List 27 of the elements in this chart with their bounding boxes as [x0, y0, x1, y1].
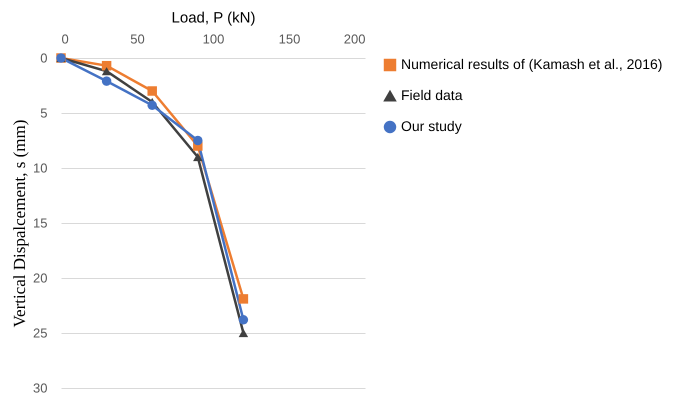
point: [238, 315, 248, 325]
point: [238, 328, 248, 338]
point: [147, 86, 157, 96]
y-tick-label: 0: [40, 50, 48, 66]
x-tick-label: 150: [278, 32, 300, 46]
y-tick-label: 20: [33, 270, 48, 286]
x-tick-label: 0: [62, 32, 69, 46]
y-tick-label: 5: [40, 106, 48, 120]
y-axis-title: Vertical Dispalcement, s (mm): [10, 120, 30, 328]
y-tick-label: 10: [33, 160, 48, 176]
y-tick-label: 30: [33, 380, 48, 396]
x-axis-title: Load, P (kN): [172, 10, 256, 26]
point: [147, 100, 157, 110]
legend-label: Field data: [401, 87, 463, 103]
point: [102, 67, 112, 76]
legend-label: Our study: [401, 118, 462, 134]
point: [102, 76, 112, 86]
point: [238, 294, 248, 304]
y-tick-label: 15: [33, 216, 48, 230]
point: [193, 152, 203, 162]
y-tick-label: 25: [33, 326, 48, 340]
x-tick-label: 100: [202, 32, 224, 46]
point: [102, 60, 112, 70]
point: [193, 136, 203, 146]
x-tick-label: 200: [344, 32, 366, 46]
x-tick-label: 50: [130, 32, 145, 46]
legend-label: Numerical results of (Kamash et al., 2016): [401, 56, 662, 72]
